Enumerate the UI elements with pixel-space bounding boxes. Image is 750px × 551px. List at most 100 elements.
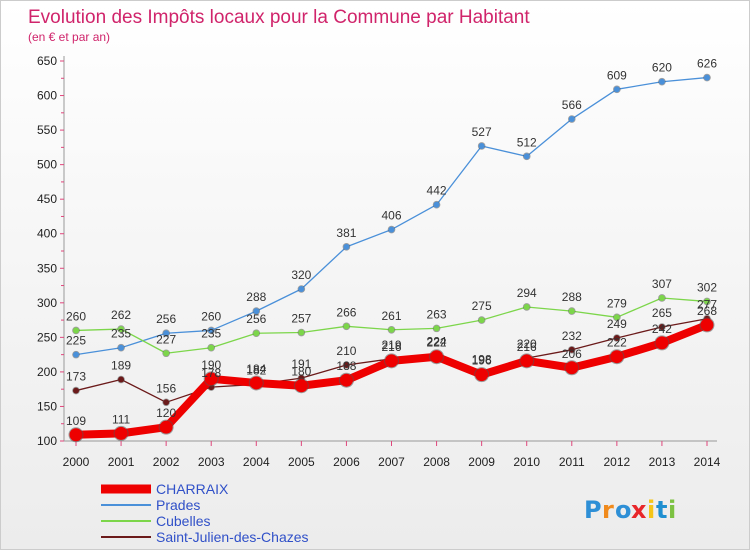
data-label-charraix: 190 bbox=[201, 358, 221, 372]
data-label-saint-julien-des-chazes: 173 bbox=[66, 370, 86, 384]
chart-subtitle: (en € et par an) bbox=[28, 30, 110, 44]
legend-label-charraix: CHARRAIX bbox=[156, 481, 229, 497]
data-label-cubelles: 263 bbox=[427, 307, 447, 321]
data-point-saint-julien-des-chazes bbox=[163, 399, 170, 406]
data-point-charraix bbox=[475, 368, 489, 382]
data-label-prades: 235 bbox=[111, 327, 131, 341]
data-label-charraix: 196 bbox=[472, 354, 492, 368]
data-point-charraix bbox=[69, 428, 83, 442]
data-label-prades: 527 bbox=[472, 125, 492, 139]
data-point-cubelles bbox=[433, 325, 440, 332]
data-label-saint-julien-des-chazes: 220 bbox=[517, 337, 537, 351]
x-tick-label: 2008 bbox=[423, 455, 450, 469]
data-point-cubelles bbox=[478, 317, 485, 324]
data-label-prades: 442 bbox=[427, 184, 447, 198]
x-tick-label: 2012 bbox=[604, 455, 631, 469]
data-label-cubelles: 279 bbox=[607, 296, 627, 310]
axes: 100 150 200 250 300 350 400 450 500 550 600 650 2000… bbox=[37, 54, 721, 469]
data-label-saint-julien-des-chazes: 249 bbox=[607, 317, 627, 331]
series-layer bbox=[68, 73, 715, 443]
data-label-charraix: 180 bbox=[291, 365, 311, 379]
data-label-cubelles: 262 bbox=[111, 308, 131, 322]
data-point-cubelles bbox=[163, 350, 170, 357]
data-label-charraix: 109 bbox=[66, 414, 86, 428]
data-label-cubelles: 260 bbox=[66, 309, 86, 323]
data-label-saint-julien-des-chazes: 191 bbox=[291, 357, 311, 371]
legend: CHARRAIXPradesCubellesSaint-Julien-des-C… bbox=[101, 481, 309, 545]
data-point-saint-julien-des-chazes bbox=[118, 376, 125, 383]
data-point-charraix bbox=[339, 373, 353, 387]
data-label-charraix: 184 bbox=[246, 362, 266, 376]
data-point-cubelles bbox=[388, 326, 395, 333]
data-label-charraix: 120 bbox=[156, 406, 176, 420]
data-label-saint-julien-des-chazes: 178 bbox=[201, 366, 221, 380]
x-tick-label: 2003 bbox=[198, 455, 225, 469]
data-point-charraix bbox=[294, 379, 308, 393]
logo-letter: o bbox=[615, 496, 632, 524]
data-label-charraix: 206 bbox=[562, 347, 582, 361]
data-point-cubelles bbox=[118, 326, 125, 333]
data-label-saint-julien-des-chazes: 210 bbox=[336, 344, 356, 358]
data-point-cubelles bbox=[568, 308, 575, 315]
data-point-cubelles bbox=[343, 323, 350, 330]
logo-letter: t bbox=[656, 496, 667, 524]
data-point-prades bbox=[388, 226, 395, 233]
logo-letter: i bbox=[668, 496, 676, 524]
x-tick-label: 2014 bbox=[694, 455, 721, 469]
data-label-charraix: 242 bbox=[652, 322, 672, 336]
data-label-prades: 626 bbox=[697, 57, 717, 71]
data-label-cubelles: 307 bbox=[652, 277, 672, 291]
data-label-prades: 406 bbox=[381, 209, 401, 223]
x-tick-label: 2009 bbox=[468, 455, 495, 469]
data-label-saint-julien-des-chazes: 232 bbox=[562, 329, 582, 343]
data-point-charraix bbox=[114, 426, 128, 440]
data-point-saint-julien-des-chazes bbox=[613, 335, 620, 342]
data-label-cubelles: 257 bbox=[291, 312, 311, 326]
data-label-prades: 288 bbox=[246, 290, 266, 304]
data-label-cubelles: 288 bbox=[562, 290, 582, 304]
data-label-charraix: 222 bbox=[607, 336, 627, 350]
legend-label-prades: Prades bbox=[156, 497, 200, 513]
data-label-prades: 256 bbox=[156, 312, 176, 326]
x-tick-label: 2002 bbox=[153, 455, 180, 469]
data-point-prades bbox=[208, 327, 215, 334]
y-tick-label: 600 bbox=[37, 89, 57, 103]
data-label-saint-julien-des-chazes: 277 bbox=[697, 298, 717, 312]
data-label-prades: 609 bbox=[607, 68, 627, 82]
data-point-charraix bbox=[655, 336, 669, 350]
data-label-cubelles: 227 bbox=[156, 332, 176, 346]
y-tick-label: 500 bbox=[37, 158, 57, 172]
y-tick-label: 550 bbox=[37, 123, 57, 137]
x-tick-label: 2001 bbox=[108, 455, 135, 469]
y-tick-label: 150 bbox=[37, 399, 57, 413]
y-tick-label: 200 bbox=[37, 365, 57, 379]
y-tick-label: 300 bbox=[37, 296, 57, 310]
x-tick-label: 2004 bbox=[243, 455, 270, 469]
data-point-prades bbox=[253, 308, 260, 315]
legend-label-cubelles: Cubelles bbox=[156, 513, 210, 529]
legend-label-saint-julien-des-chazes: Saint-Julien-des-Chazes bbox=[156, 529, 309, 545]
data-label-cubelles: 235 bbox=[201, 327, 221, 341]
data-label-cubelles: 266 bbox=[336, 305, 356, 319]
data-point-prades bbox=[658, 78, 665, 85]
data-point-prades bbox=[298, 286, 305, 292]
data-label-cubelles: 302 bbox=[697, 280, 717, 294]
data-point-charraix bbox=[700, 318, 714, 332]
data-label-charraix: 188 bbox=[336, 359, 356, 373]
data-labels: 225 235 256 260 288 320 381 406 442 527 512 566 609 6… bbox=[66, 57, 717, 428]
data-label-prades: 566 bbox=[562, 98, 582, 112]
data-point-saint-julien-des-chazes bbox=[658, 324, 665, 330]
data-point-charraix bbox=[249, 376, 263, 390]
y-tick-label: 100 bbox=[37, 434, 57, 448]
logo-letter: x bbox=[631, 496, 647, 524]
data-point-charraix bbox=[385, 354, 398, 368]
data-label-prades: 320 bbox=[291, 268, 311, 282]
x-tick-label: 2006 bbox=[333, 455, 360, 469]
data-point-cubelles bbox=[298, 329, 305, 336]
data-point-cubelles bbox=[253, 330, 260, 337]
y-tick-label: 250 bbox=[37, 330, 57, 344]
data-point-prades bbox=[343, 243, 350, 250]
data-point-saint-julien-des-chazes bbox=[568, 346, 575, 353]
data-label-saint-julien-des-chazes: 182 bbox=[246, 363, 266, 377]
